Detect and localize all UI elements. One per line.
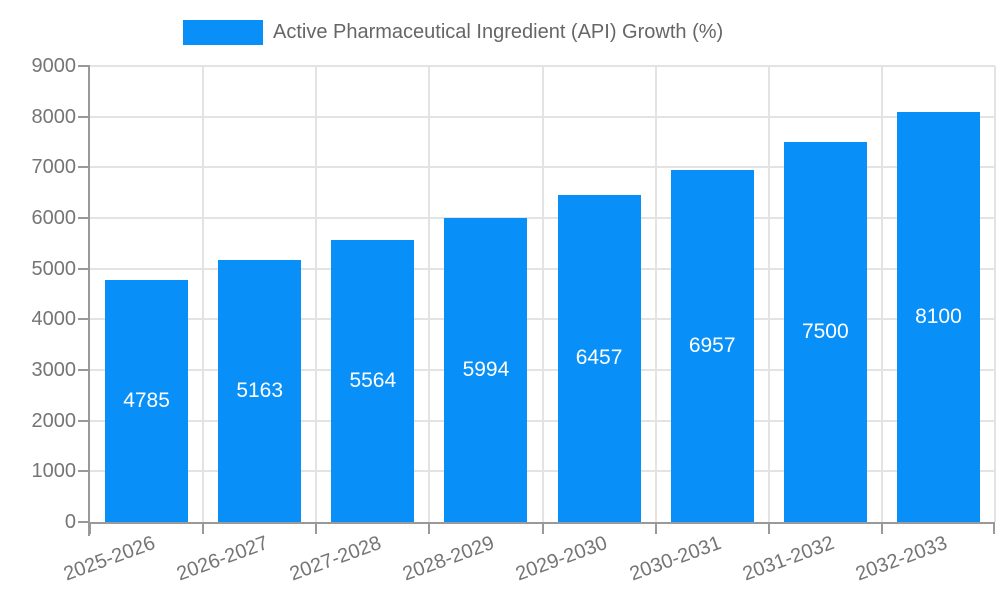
legend-label: Active Pharmaceutical Ingredient (API) G…: [273, 21, 724, 43]
bar: 6457: [557, 194, 641, 522]
y-tick-label: 3000: [31, 359, 77, 381]
y-tick-label: 1000: [31, 460, 77, 483]
v-gridline: [994, 66, 996, 522]
y-tick-label: 7000: [31, 156, 77, 179]
y-axis-tick: [78, 369, 90, 371]
v-gridline: [428, 66, 431, 522]
x-tick-label: 2027-2028: [286, 532, 385, 586]
v-gridline: [880, 66, 883, 522]
bar: 6957: [670, 169, 754, 522]
y-axis-tick: [78, 419, 90, 422]
x-tick-label: 2031-2032: [739, 532, 837, 586]
x-tick-label: 2025-2026: [60, 532, 159, 586]
bar-value-label: 6957: [688, 333, 736, 357]
bar: 5994: [444, 218, 528, 522]
y-axis-stub: [88, 522, 90, 536]
plot-area: 0 1000 2000 3000 4000 5000 6000 7000 8000 9000 478…: [32, 55, 996, 585]
x-axis-tick: [993, 522, 995, 534]
bar-value-label: 5163: [236, 379, 284, 403]
y-axis-tick: [78, 470, 90, 473]
y-tick-label: 8000: [31, 105, 77, 128]
y-axis-tick: [78, 318, 90, 321]
x-axis-tick: [428, 522, 431, 534]
bar: 5564: [331, 240, 415, 522]
bar-value-label: 7500: [801, 320, 849, 343]
bar-value-label: 5564: [349, 369, 397, 393]
bar: 7500: [783, 142, 867, 522]
x-axis-tick: [880, 522, 883, 534]
y-tick-label: 2000: [31, 409, 77, 432]
y-axis-tick: [78, 521, 90, 523]
legend[interactable]: Active Pharmaceutical Ingredient (API) G…: [183, 20, 723, 45]
x-tick-label: 2026-2027: [173, 532, 272, 586]
x-tick-label: 2032-2033: [852, 532, 950, 586]
x-tick-label: 2030-2031: [626, 532, 724, 586]
x-axis-tick: [315, 522, 318, 534]
x-tick-label: 2028-2029: [400, 532, 498, 586]
v-gridline: [654, 66, 657, 522]
y-axis-tick: [78, 115, 90, 118]
y-axis-tick: [78, 166, 90, 169]
y-axis-tick: [78, 65, 90, 67]
legend-swatch-icon: [183, 20, 263, 45]
y-axis-tick: [78, 267, 90, 270]
v-gridline: [202, 66, 205, 522]
bar: 4785: [105, 279, 189, 522]
y-tick-label: 4000: [31, 308, 77, 331]
bar-value-label: 6457: [575, 346, 623, 370]
y-tick-label: 9000: [31, 55, 77, 77]
v-gridline: [767, 66, 770, 522]
bar: 8100: [896, 111, 980, 522]
bar: 5163: [218, 260, 302, 522]
x-axis-tick: [767, 522, 770, 534]
x-tick-label: 2029-2030: [513, 532, 611, 586]
bar-value-label: 5994: [462, 358, 510, 382]
v-gridline: [541, 66, 544, 522]
y-tick-label: 6000: [31, 207, 77, 229]
y-tick-label: 5000: [31, 257, 77, 280]
x-axis-tick: [202, 522, 205, 534]
x-axis-tick: [654, 522, 657, 534]
bar-value-label: 8100: [915, 304, 962, 328]
bar-value-label: 4785: [123, 388, 170, 412]
x-axis-tick: [89, 522, 91, 534]
x-axis-tick: [541, 522, 544, 534]
y-axis-tick: [78, 217, 90, 219]
y-tick-label: 0: [64, 511, 76, 533]
v-gridline: [315, 66, 318, 522]
